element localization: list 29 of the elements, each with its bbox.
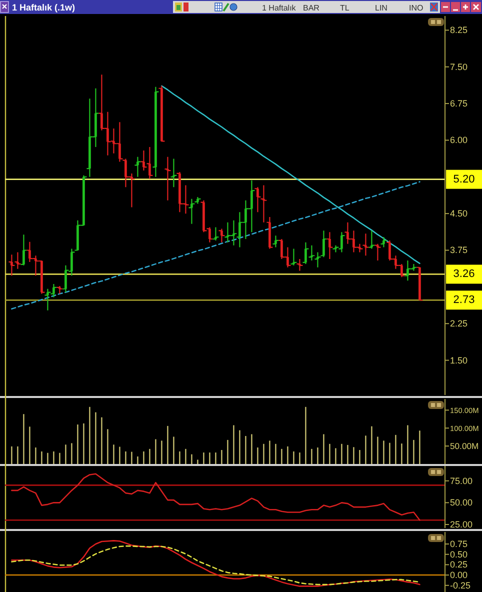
y-tick-label: 75.00 [450, 476, 473, 486]
y-tick-label: 4.50 [450, 208, 468, 219]
line-series [11, 473, 420, 521]
y-tick-label: 0.25 [450, 560, 468, 570]
ref-line-label: 2.73 [453, 294, 475, 306]
y-tick-label: 50.00M [450, 441, 479, 452]
y-tick-label: 0.50 [450, 549, 468, 560]
text: BAR [303, 4, 320, 12]
text: 1 Haftalık [262, 4, 297, 12]
y-tick-label: 25.00 [450, 520, 473, 530]
y-tick-label: 6.00 [450, 135, 468, 146]
y-tick-label: 0.00 [450, 570, 468, 580]
text: LIN [375, 4, 388, 12]
y-tick-label: -0.25 [450, 580, 471, 590]
text: INO [409, 4, 424, 12]
y-tick-label: 3.75 [450, 245, 468, 256]
ref-line-label: 3.26 [453, 268, 475, 280]
y-tick-label: 6.75 [450, 98, 468, 109]
line-series [161, 85, 420, 264]
y-tick-label: 0.75 [450, 539, 468, 549]
y-tick-label: 50.00 [450, 498, 473, 508]
ref-line-label: 5.20 [453, 173, 475, 186]
chart-title: 1 Haftalık (.1w) [12, 2, 76, 12]
y-tick-label: 8.25 [450, 25, 468, 36]
y-tick-label: 2.25 [450, 318, 468, 329]
y-tick-label: 7.50 [450, 62, 468, 72]
y-tick-label: 1.50 [450, 355, 468, 366]
text: TL [340, 4, 350, 12]
line-series [11, 181, 420, 310]
